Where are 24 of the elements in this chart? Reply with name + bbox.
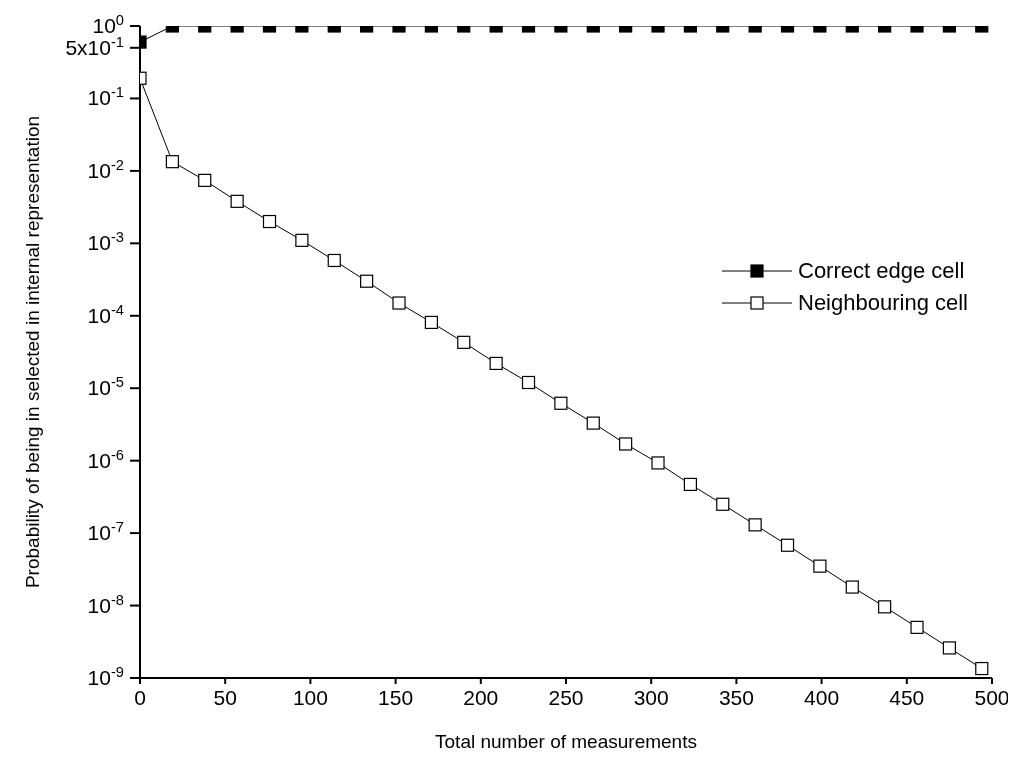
y-tick-label: 10$^{-5}$ <box>87 374 124 400</box>
x-tick-label: 250 <box>548 685 584 709</box>
x-tick-label: 100 <box>292 685 328 709</box>
legend-label: Neighbouring cell <box>798 290 968 316</box>
x-tick-label: 200 <box>463 685 499 709</box>
y-tick-label: 10$^{-3}$ <box>87 229 124 255</box>
x-axis-title: Total number of measurements <box>435 731 697 752</box>
y-tick-label: 10$^{-4}$ <box>87 301 124 327</box>
x-tick-label: 50 <box>213 685 237 709</box>
y-tick-label: 10$^{-2}$ <box>87 156 124 182</box>
x-tick-label: 300 <box>633 685 669 709</box>
y-tick-label: 10$^{-1}$ <box>87 84 124 110</box>
y-tick-label: 10$^{-6}$ <box>87 446 124 472</box>
y-tick-label: 10$^{-8}$ <box>87 591 124 617</box>
x-tick-label: 0 <box>134 685 146 709</box>
x-tick-label: 150 <box>378 685 414 709</box>
x-tick-label: 450 <box>889 685 925 709</box>
legend-label: Correct edge cell <box>798 258 965 284</box>
y-axis-title: Probability of being in selected in internal representation <box>21 115 43 589</box>
x-tick-label: 350 <box>718 685 754 709</box>
y-tick-label: 10$^{-7}$ <box>87 519 124 545</box>
x-tick-label: 400 <box>804 685 840 709</box>
y-tick-label: 10$^{-9}$ <box>87 664 124 689</box>
x-tick-label: 500 <box>974 685 1010 709</box>
